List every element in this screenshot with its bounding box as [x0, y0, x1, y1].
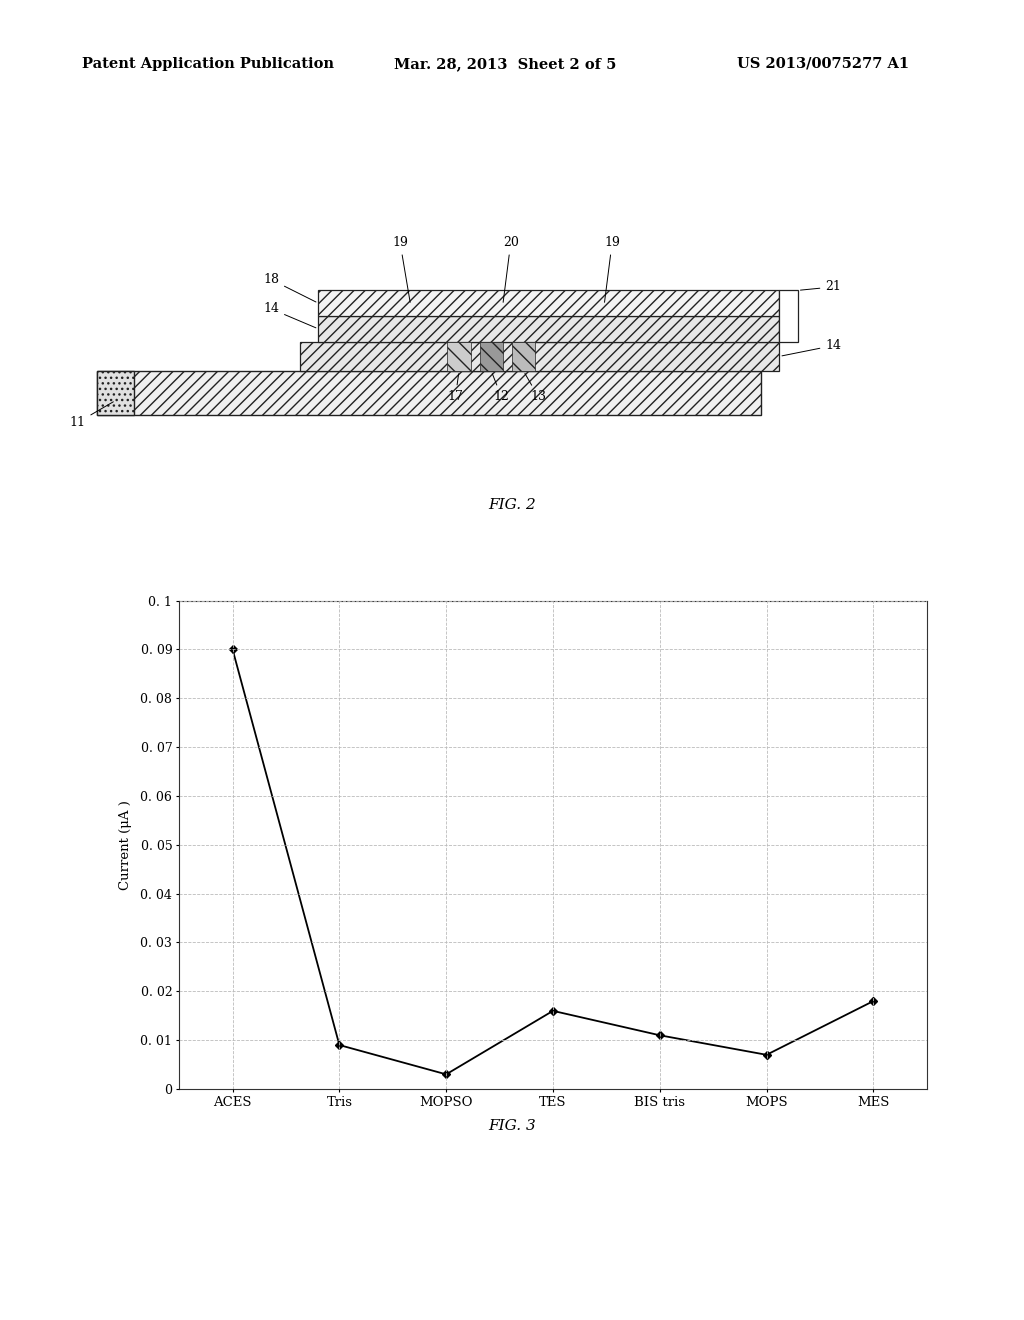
Y-axis label: Current (μA ): Current (μA )	[119, 800, 132, 890]
Bar	[318, 315, 779, 342]
Bar	[300, 342, 779, 371]
Text: 12: 12	[493, 374, 510, 404]
Text: Patent Application Publication: Patent Application Publication	[82, 57, 334, 71]
Text: 19: 19	[604, 236, 621, 302]
Bar	[97, 371, 134, 414]
Text: 19: 19	[392, 236, 411, 302]
Text: US 2013/0075277 A1: US 2013/0075277 A1	[737, 57, 909, 71]
Text: 18: 18	[263, 273, 316, 302]
Text: 17: 17	[447, 374, 464, 404]
Bar	[447, 342, 471, 371]
Text: FIG. 2: FIG. 2	[488, 498, 536, 512]
Bar	[779, 290, 798, 342]
Text: 20: 20	[503, 236, 519, 302]
Bar	[318, 290, 779, 315]
Text: 14: 14	[782, 339, 842, 356]
Bar	[479, 342, 503, 371]
Bar	[97, 371, 761, 414]
Text: 13: 13	[525, 374, 547, 404]
Bar	[512, 342, 536, 371]
Text: 14: 14	[263, 302, 316, 327]
Text: FIG. 3: FIG. 3	[488, 1119, 536, 1134]
Text: 11: 11	[70, 401, 114, 429]
Text: Mar. 28, 2013  Sheet 2 of 5: Mar. 28, 2013 Sheet 2 of 5	[394, 57, 616, 71]
Text: 21: 21	[801, 280, 842, 293]
